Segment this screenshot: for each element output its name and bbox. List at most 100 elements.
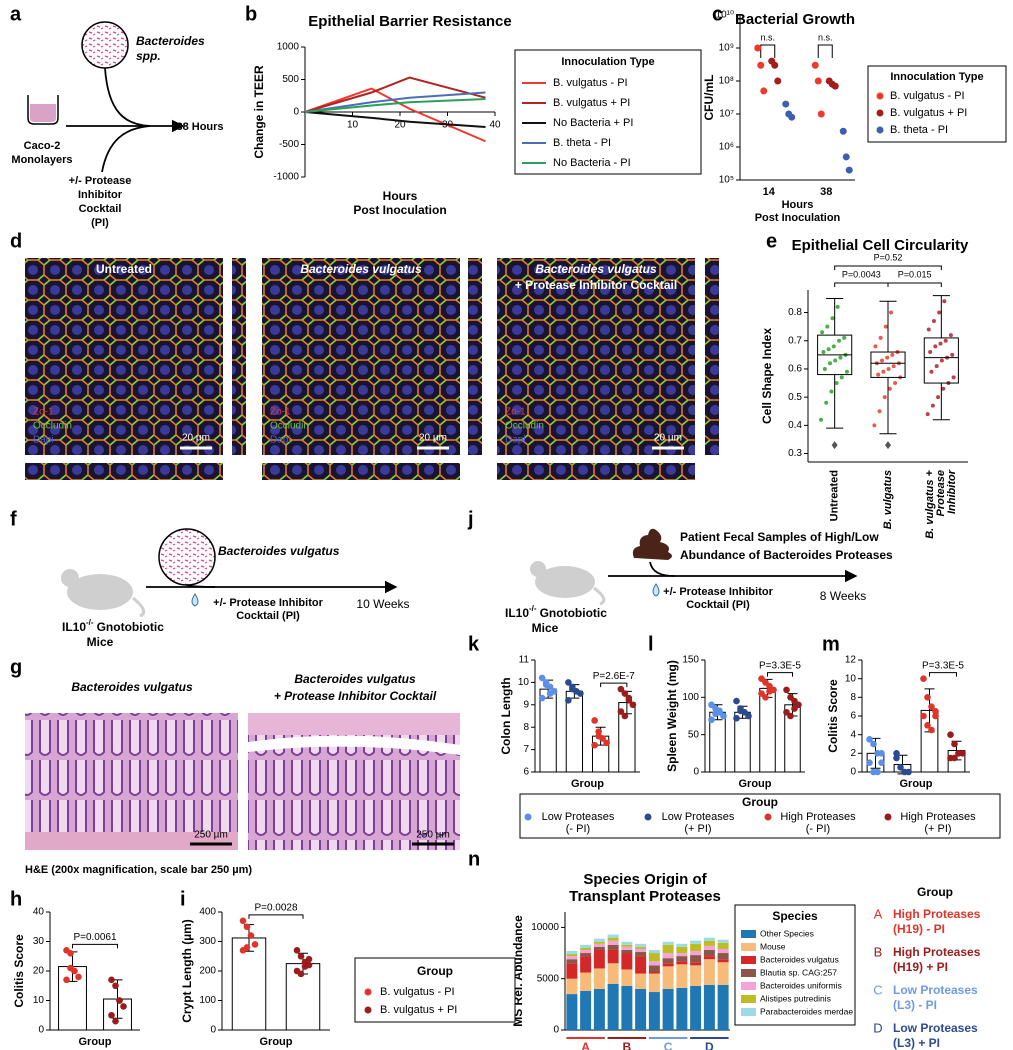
mice-genotype: -/- xyxy=(529,604,537,613)
legend-label: Bacteroides vulgatus xyxy=(760,954,839,964)
y-tick-label: 2 xyxy=(850,748,856,759)
bar-segment xyxy=(662,988,674,1030)
legend-label: Blautia sp. CAG:257 xyxy=(760,967,837,977)
bar-segment xyxy=(593,988,605,1030)
data-point xyxy=(879,358,884,363)
data-point xyxy=(305,955,313,963)
orthogonal-view xyxy=(232,258,246,455)
y-tick-label: 10⁵ xyxy=(719,175,734,186)
data-point xyxy=(872,423,877,428)
data-point xyxy=(930,403,935,408)
bar-segment xyxy=(648,965,660,972)
data-point xyxy=(830,316,835,321)
x-tick-label: 20 xyxy=(394,120,406,131)
x-axis-label: Group xyxy=(260,1036,293,1048)
annotation: P=0.0028 xyxy=(254,902,298,913)
legend-label: No Bacteria + PI xyxy=(553,117,633,129)
y-tick-label: 11 xyxy=(519,655,530,666)
bar-segment xyxy=(566,959,578,964)
bar-segment xyxy=(593,938,605,942)
data-point xyxy=(933,344,938,349)
data-point xyxy=(893,754,900,762)
bar-segment xyxy=(566,994,578,1030)
data-point xyxy=(820,330,825,335)
bar-segment xyxy=(580,972,592,992)
legend-box xyxy=(519,793,1001,839)
y-tick-label: 150 xyxy=(682,655,699,666)
data-point xyxy=(629,701,637,709)
x-tick-label: B. vulgatus xyxy=(882,470,894,529)
data-point xyxy=(948,333,953,338)
x-axis-label: Group xyxy=(571,778,604,790)
data-point xyxy=(617,708,625,715)
fecal-sample xyxy=(632,528,672,560)
duration: 38 Hours xyxy=(176,121,223,133)
annotation: P=2.6E-7 xyxy=(593,671,635,682)
legend-label: (H19) - PI xyxy=(893,922,945,936)
data-point xyxy=(708,716,715,724)
y-tick-label: 0 xyxy=(553,1025,559,1036)
data-point xyxy=(877,409,882,414)
bar-segment xyxy=(607,937,619,941)
significance-bracket xyxy=(760,44,776,58)
data-point xyxy=(870,740,877,748)
droplet xyxy=(191,593,199,607)
bar-segment xyxy=(621,953,633,970)
data-point xyxy=(844,369,849,374)
arrow-branch xyxy=(101,125,151,173)
data-point xyxy=(920,675,927,682)
data-point xyxy=(897,764,904,771)
outlier xyxy=(885,441,891,450)
arrow-branch xyxy=(104,67,151,127)
mice-label: Mice xyxy=(532,621,559,635)
bar-segment xyxy=(580,949,592,954)
data-point xyxy=(817,110,825,118)
diagram-j: Patient Fecal Samples of High/Low Abunda… xyxy=(505,528,893,635)
bar xyxy=(759,687,776,773)
y-tick-label: 0.6 xyxy=(788,364,802,375)
duration: 10 Weeks xyxy=(356,597,409,611)
legend-swatch xyxy=(741,995,756,1003)
data-point xyxy=(866,759,873,766)
y-tick-label: 50 xyxy=(688,729,700,740)
legend-swatch xyxy=(876,92,884,100)
bar-segment xyxy=(690,985,702,1030)
significance-bracket xyxy=(817,44,833,58)
y-tick-label: 0 xyxy=(293,107,299,118)
data-point xyxy=(247,932,255,939)
stain-label: Zo-1 xyxy=(270,407,291,418)
data-point xyxy=(120,1003,127,1010)
y-tick-label: -1000 xyxy=(273,172,299,183)
bar-segment xyxy=(648,961,660,966)
bar xyxy=(539,688,557,773)
source: Abundance of Bacteroides Proteases xyxy=(680,548,893,562)
histology-layer xyxy=(248,713,460,735)
bar-segment xyxy=(621,969,633,986)
chart-title: Epithelial Barrier Resistance xyxy=(308,13,511,30)
data-point xyxy=(783,686,790,694)
data-point xyxy=(75,973,82,981)
data-point xyxy=(924,694,931,701)
treatment: +/- Protease xyxy=(69,175,132,187)
legend-letter: C xyxy=(873,982,882,997)
y-tick-label: 30 xyxy=(33,936,45,947)
chart-title: Epithelial Cell Circularity xyxy=(792,237,969,254)
legend-swatch xyxy=(741,956,756,964)
data-point xyxy=(874,768,881,776)
data-point xyxy=(837,338,842,343)
data-point xyxy=(760,87,768,95)
legend-label: Mouse xyxy=(760,941,786,951)
legend-box xyxy=(354,957,516,1023)
mice-label: Gnotobiotic xyxy=(97,620,165,634)
bar-segment xyxy=(648,992,660,1030)
micrographs-d: Untreated Bacteroides vulgatus Bacteroid… xyxy=(25,258,719,480)
bar xyxy=(58,966,87,1031)
significance-bracket xyxy=(248,914,304,919)
image-title: Untreated xyxy=(96,262,152,276)
stain-label: Dapi xyxy=(33,435,54,446)
data-point xyxy=(565,679,572,686)
bar-segment xyxy=(690,950,702,956)
bar-segment xyxy=(566,950,578,955)
data-point xyxy=(839,127,847,135)
data-point xyxy=(617,685,625,693)
